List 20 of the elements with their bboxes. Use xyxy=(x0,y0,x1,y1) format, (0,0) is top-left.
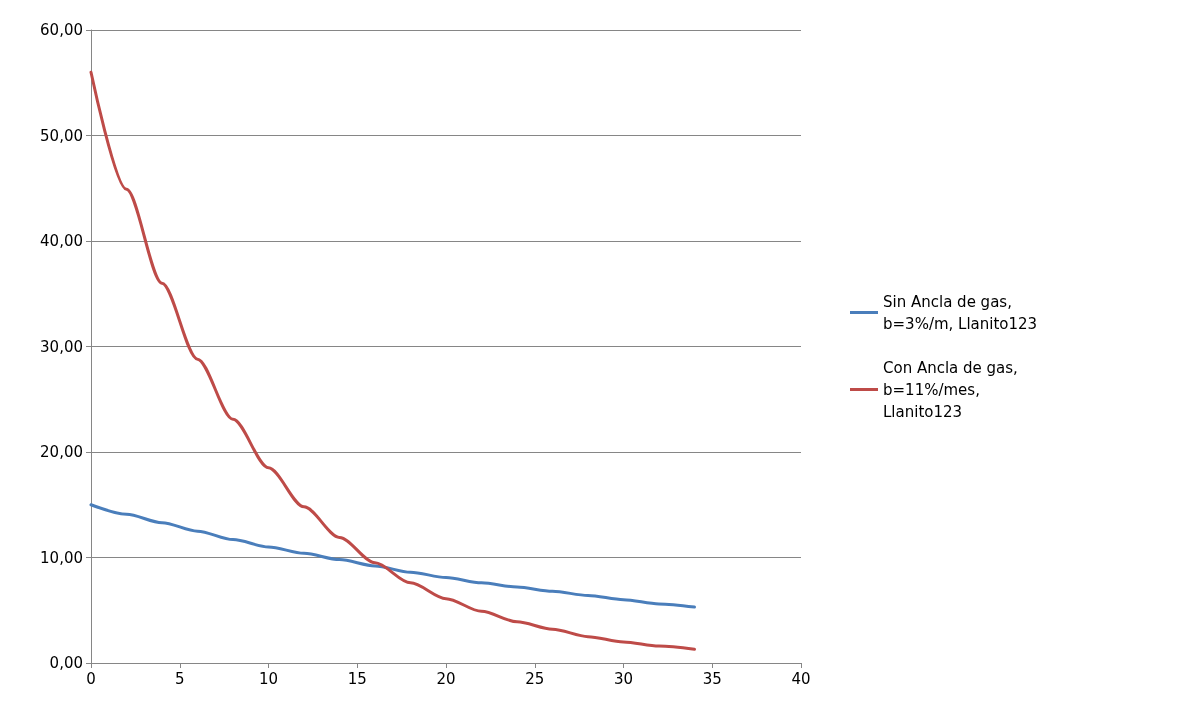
legend-label: Con Ancla de gas, b=11%/mes, Llanito123 xyxy=(883,358,1023,421)
line-series xyxy=(89,503,696,609)
x-tick-label: 0 xyxy=(86,669,96,688)
x-tick-label: 25 xyxy=(525,669,545,688)
y-tick-label: 60,00 xyxy=(40,21,83,39)
y-tick-label: 20,00 xyxy=(40,443,83,461)
y-tick-label: 50,00 xyxy=(40,126,83,145)
x-tick-label: 20 xyxy=(436,669,456,688)
y-tick-label: 30,00 xyxy=(40,337,83,356)
y-tick-label: 10,00 xyxy=(40,548,83,567)
y-tick-label: 40,00 xyxy=(40,232,83,250)
x-tick-label: 15 xyxy=(347,669,367,688)
x-tick-label: 10 xyxy=(258,669,279,688)
line-series xyxy=(89,70,696,651)
x-tick-label: 35 xyxy=(702,669,722,688)
x-tick-label: 5 xyxy=(174,669,185,688)
y-tick-label: 0,00 xyxy=(49,654,83,672)
x-tick-label: 30 xyxy=(613,669,634,688)
x-tick-label: 40 xyxy=(791,669,811,688)
legend-label: Sin Ancla de gas, b=3%/m, Llanito123 xyxy=(883,292,1038,333)
